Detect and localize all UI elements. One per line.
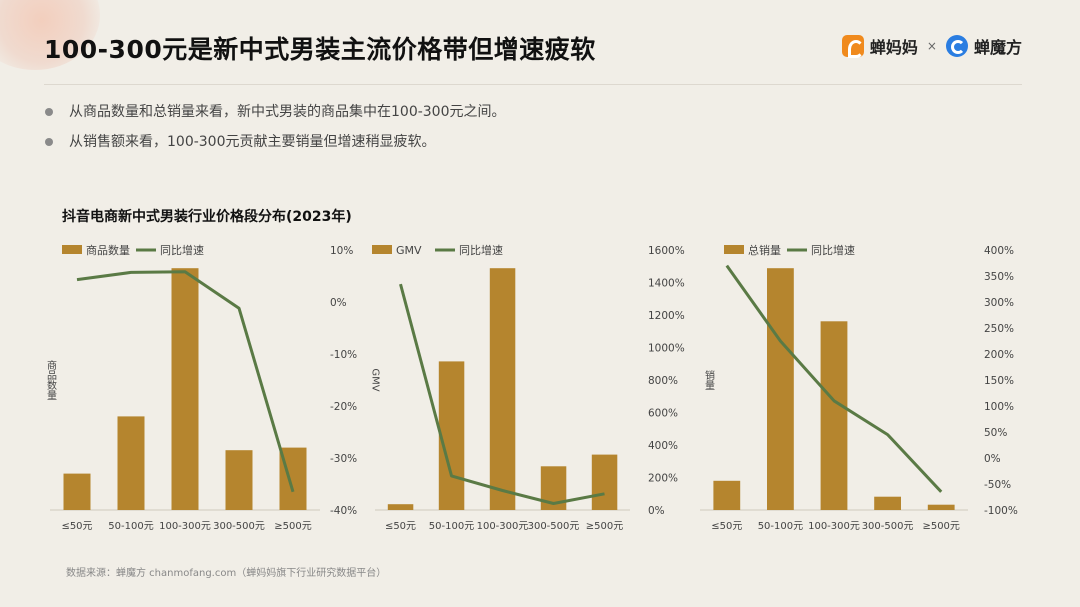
bar xyxy=(591,454,618,510)
y2-tick-label: 50% xyxy=(984,427,1007,439)
legend-bar-swatch xyxy=(62,245,82,254)
y2-tick-label: 1400% xyxy=(648,278,685,290)
y2-tick-label: 100% xyxy=(984,401,1014,413)
bar xyxy=(713,480,741,510)
x-tick-label: 300-500元 xyxy=(862,521,914,532)
y2-tick-label: 250% xyxy=(984,323,1014,335)
y2-tick-label: -40% xyxy=(330,505,357,517)
bullet-text: 从商品数量和总销量来看，新中式男装的商品集中在100-300元之间。 xyxy=(69,104,506,120)
bar xyxy=(387,504,414,510)
y2-tick-label: 10% xyxy=(330,245,353,257)
legend-bar-label: GMV xyxy=(396,244,422,257)
x-tick-label: ≤50元 xyxy=(385,521,416,532)
bar xyxy=(171,268,199,510)
y2-tick-label: 800% xyxy=(648,375,678,387)
brand-separator: × xyxy=(926,39,937,53)
x-tick-label: 300-500元 xyxy=(528,521,580,532)
x-tick-label: ≤50元 xyxy=(61,521,92,532)
bullet-dot-icon xyxy=(45,138,53,146)
x-tick-label: ≥500元 xyxy=(586,521,623,532)
y2-tick-label: 0% xyxy=(984,453,1001,465)
bar xyxy=(820,321,848,510)
bar xyxy=(117,416,145,510)
y2-tick-label: 0% xyxy=(648,505,665,517)
y2-tick-label: 400% xyxy=(648,440,678,452)
y2-tick-label: 600% xyxy=(648,408,678,420)
x-tick-label: 50-100元 xyxy=(429,521,474,532)
y2-tick-label: 200% xyxy=(648,473,678,485)
legend-bar-swatch xyxy=(372,245,392,254)
y2-tick-label: -30% xyxy=(330,453,357,465)
x-tick-label: 300-500元 xyxy=(213,521,265,532)
legend-bar-label: 总销量 xyxy=(748,243,781,257)
page-title: 100-300元是新中式男装主流价格带但增速疲软 xyxy=(44,35,596,64)
y-axis-label: GMV xyxy=(370,368,381,391)
x-tick-label: ≥500元 xyxy=(274,521,311,532)
y2-tick-label: -10% xyxy=(330,349,357,361)
y2-tick-label: -20% xyxy=(330,401,357,413)
bar xyxy=(489,268,516,510)
y-axis-label: 销量 xyxy=(703,369,715,390)
y2-tick-label: 300% xyxy=(984,297,1014,309)
bullet-dot-icon xyxy=(45,108,53,116)
x-tick-label: 100-300元 xyxy=(159,521,211,532)
y2-tick-label: 150% xyxy=(984,375,1014,387)
y2-tick-label: 1000% xyxy=(648,343,685,355)
brand-chanmofang: 蝉魔方 xyxy=(973,38,1022,57)
bullet-item: 从商品数量和总销量来看，新中式男装的商品集中在100-300元之间。 xyxy=(42,101,506,131)
y2-tick-label: 200% xyxy=(984,349,1014,361)
bar xyxy=(63,473,91,510)
x-tick-label: ≥500元 xyxy=(922,521,959,532)
bar xyxy=(874,496,901,510)
bar xyxy=(225,450,253,510)
legend-line-label: 同比增速 xyxy=(160,243,204,257)
legend-line-label: 同比增速 xyxy=(459,243,503,257)
y2-tick-label: 1200% xyxy=(648,310,685,322)
chart-section-title: 抖音电商新中式男装行业价格段分布(2023年) xyxy=(62,209,352,225)
y-axis-label: 商品数量 xyxy=(45,359,57,400)
x-tick-label: ≤50元 xyxy=(711,521,742,532)
brand-chanmama: 蝉妈妈 xyxy=(869,38,918,57)
y2-tick-label: -100% xyxy=(984,505,1018,517)
x-tick-label: 100-300元 xyxy=(477,521,529,532)
header-divider xyxy=(44,84,1022,85)
bar xyxy=(927,504,955,510)
y2-tick-label: 0% xyxy=(330,297,347,309)
y2-tick-label: -50% xyxy=(984,479,1011,491)
bullet-list: 从商品数量和总销量来看，新中式男装的商品集中在100-300元之间。 从销售额来… xyxy=(42,101,506,161)
x-tick-label: 50-100元 xyxy=(108,521,153,532)
legend-line-label: 同比增速 xyxy=(811,243,855,257)
y2-tick-label: 350% xyxy=(984,271,1014,283)
bullet-text: 从销售额来看，100-300元贡献主要销量但增速稍显疲软。 xyxy=(69,134,436,150)
brand-logos: 蝉妈妈 × 蝉魔方 xyxy=(841,34,1022,58)
x-tick-label: 50-100元 xyxy=(758,521,803,532)
bar xyxy=(438,361,465,510)
y2-tick-label: 1600% xyxy=(648,245,685,257)
x-tick-label: 100-300元 xyxy=(808,521,860,532)
chanmama-logo-icon xyxy=(841,35,864,58)
y2-tick-label: 400% xyxy=(984,245,1014,257)
chanmofang-logo-icon xyxy=(945,35,968,57)
bar xyxy=(767,268,794,510)
bullet-item: 从销售额来看，100-300元贡献主要销量但增速稍显疲软。 xyxy=(42,131,506,161)
legend-bar-swatch xyxy=(724,245,744,254)
data-source-footnote: 数据来源：蝉魔方 chanmofang.com（蝉妈妈旗下行业研究数据平台） xyxy=(66,568,387,579)
legend-bar-label: 商品数量 xyxy=(86,243,130,257)
